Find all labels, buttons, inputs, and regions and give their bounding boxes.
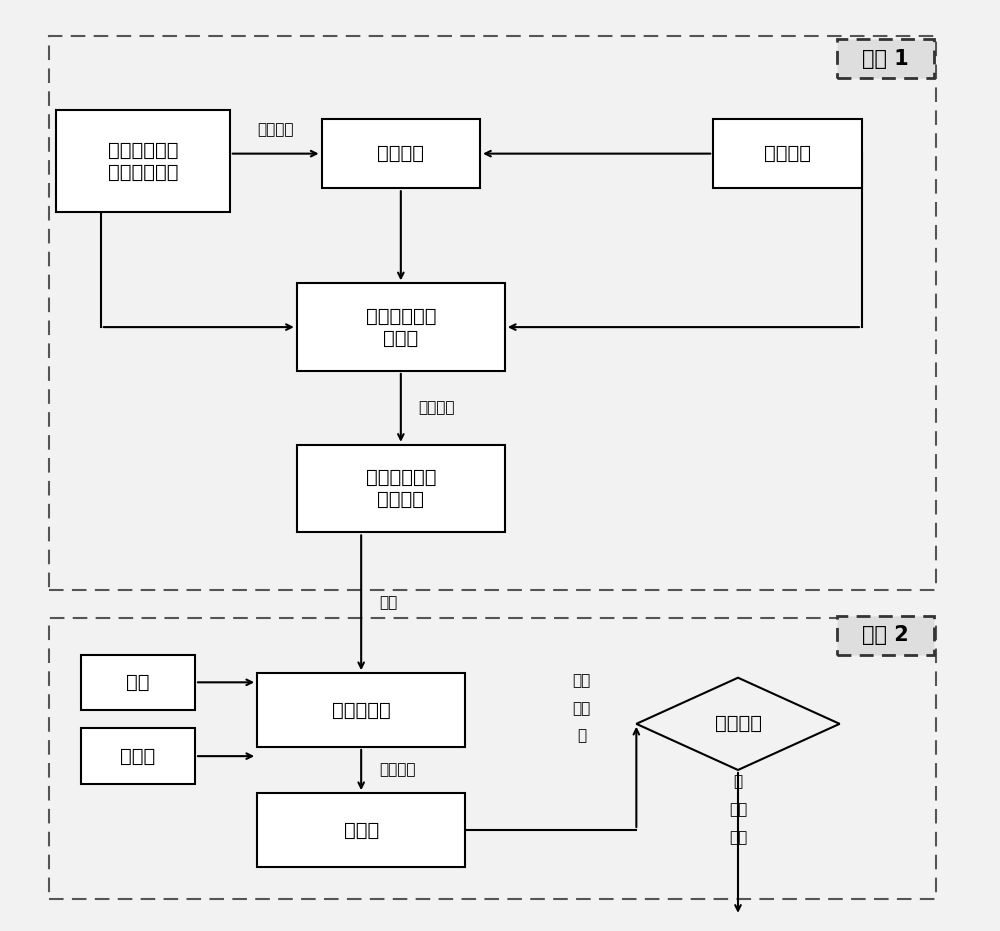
Text: 多级: 多级 <box>573 673 591 688</box>
FancyBboxPatch shape <box>837 616 934 654</box>
FancyBboxPatch shape <box>297 445 505 533</box>
FancyBboxPatch shape <box>297 283 505 371</box>
Text: 微量曝气: 微量曝气 <box>419 400 455 415</box>
Text: 步骤 2: 步骤 2 <box>862 626 909 645</box>
Text: 石灰: 石灰 <box>126 673 150 692</box>
FancyBboxPatch shape <box>81 654 195 710</box>
Text: 固液分离: 固液分离 <box>379 762 416 777</box>
Text: 上清液: 上清液 <box>344 820 379 840</box>
FancyBboxPatch shape <box>257 673 465 747</box>
Text: 硫酸铝: 硫酸铝 <box>120 747 156 765</box>
FancyBboxPatch shape <box>837 39 934 78</box>
Text: 达标: 达标 <box>729 803 747 817</box>
FancyBboxPatch shape <box>257 793 465 867</box>
Text: 印染化工废水
常规工艺出水: 印染化工废水 常规工艺出水 <box>108 141 178 182</box>
Text: 反应混合液: 反应混合液 <box>332 700 391 720</box>
Text: 反应: 反应 <box>573 701 591 716</box>
FancyBboxPatch shape <box>713 119 862 188</box>
Text: 间歇曝气: 间歇曝气 <box>257 122 294 137</box>
Text: 是: 是 <box>733 775 743 789</box>
Text: 活性污泥: 活性污泥 <box>764 144 811 163</box>
FancyBboxPatch shape <box>81 728 195 784</box>
Text: 滤水: 滤水 <box>379 595 397 610</box>
FancyBboxPatch shape <box>322 119 480 188</box>
Text: 多金属催化生
物炭填料: 多金属催化生 物炭填料 <box>366 468 436 509</box>
Text: 是否达标: 是否达标 <box>714 714 762 734</box>
Text: 驯化污泥: 驯化污泥 <box>377 144 424 163</box>
Text: 多金属固体催
化填料: 多金属固体催 化填料 <box>366 306 436 347</box>
Text: 步骤 1: 步骤 1 <box>862 48 909 69</box>
FancyBboxPatch shape <box>56 110 230 211</box>
Text: 排放: 排放 <box>729 830 747 845</box>
Text: 否: 否 <box>577 728 586 744</box>
